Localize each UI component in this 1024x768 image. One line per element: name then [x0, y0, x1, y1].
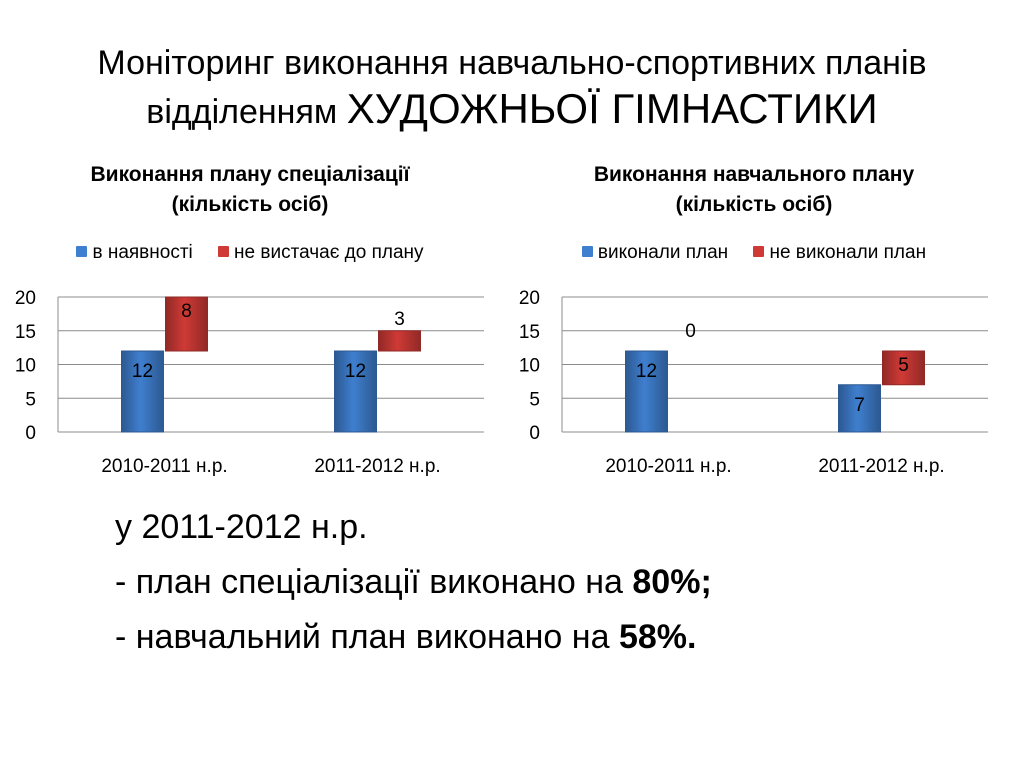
- slide-title: Моніторинг виконання навчально-спортивни…: [40, 40, 984, 135]
- x-tick-label: 2010-2011 н.р.: [605, 456, 731, 477]
- data-label: 12: [636, 361, 657, 382]
- legend-item-series-2: не виконали план: [753, 242, 926, 264]
- x-tick-label: 2011-2012 н.р.: [314, 456, 440, 477]
- legend-swatch-blue: [581, 246, 593, 257]
- summary-line2: - план спеціалізації виконано на 80%;: [115, 555, 975, 610]
- data-label: 7: [854, 395, 865, 416]
- bar: [378, 330, 421, 352]
- legend-item-series-1: виконали план: [581, 242, 729, 264]
- chart-title-line2: (кількість осіб): [171, 193, 329, 216]
- bar: [334, 350, 377, 433]
- legend-label: не виконали план: [769, 242, 927, 263]
- y-tick-label: 15: [15, 322, 36, 343]
- chart-plot: 0 5 10 15 20 2010-2011 н.р. 12 8 2011-2012 н.р. 1…: [15, 288, 484, 477]
- slide-title-line1: Моніторинг виконання навчально-спортивни…: [97, 44, 927, 82]
- slide-title-line2: відділенням ХУДОЖНЬОЇ ГІМНАСТИКИ: [40, 86, 984, 135]
- chart-curriculum: Виконання навчального плану (кількість о…: [504, 155, 1004, 485]
- chart-plot: 0 5 10 15 20 2010-2011 н.р. 12 0 2011-2012 н.р. 7…: [519, 288, 988, 477]
- data-label: 12: [132, 361, 153, 382]
- chart-legend: в наявності не вистачає до плану: [0, 242, 500, 264]
- legend-swatch-red: [218, 246, 230, 257]
- summary-line2-text: - план спеціалізації виконано на: [115, 563, 633, 601]
- slide-title-prefix: відділенням: [146, 93, 338, 131]
- summary-line3: - навчальний план виконано на 58%.: [115, 610, 975, 665]
- bar: [625, 350, 668, 433]
- summary-line3-text: - навчальний план виконано на: [115, 618, 619, 656]
- y-tick-label: 20: [15, 288, 36, 309]
- legend-swatch-blue: [76, 246, 88, 257]
- summary-line3-value: 58%.: [618, 618, 697, 656]
- chart-title-line1: Виконання плану спеціалізації: [90, 163, 410, 186]
- bar: [882, 350, 925, 386]
- y-tick-label: 5: [529, 389, 540, 410]
- summary-line1: у 2011-2012 н.р.: [115, 508, 368, 546]
- y-tick-label: 15: [519, 322, 540, 343]
- chart-title-line1: Виконання навчального плану: [593, 163, 915, 186]
- data-label: 12: [345, 361, 366, 382]
- summary-line2-value: 80%;: [632, 563, 712, 601]
- summary-block: у 2011-2012 н.р. - план спеціалізації ви…: [115, 500, 975, 665]
- y-tick-label: 10: [15, 356, 36, 377]
- legend-label: виконали план: [597, 242, 729, 263]
- legend-item-series-2: не вистачає до плану: [218, 242, 424, 264]
- y-tick-label: 5: [25, 389, 36, 410]
- bar: [838, 384, 881, 433]
- bar: [121, 350, 164, 433]
- legend-label: в наявності: [92, 242, 193, 263]
- slide-title-emphasis: ХУДОЖНЬОЇ ГІМНАСТИКИ: [346, 85, 878, 132]
- chart-title-line2: (кількість осіб): [675, 193, 833, 216]
- y-tick-label: 20: [519, 288, 540, 309]
- data-label: 5: [898, 355, 909, 376]
- chart-legend: виконали план не виконали план: [504, 242, 1004, 264]
- x-tick-label: 2010-2011 н.р.: [101, 456, 227, 477]
- x-tick-label: 2011-2012 н.р.: [818, 456, 944, 477]
- chart-specialization: Виконання плану спеціалізації (кількість…: [0, 155, 500, 485]
- legend-item-series-1: в наявності: [76, 242, 193, 264]
- chart-title: Виконання навчального плану (кількість о…: [504, 160, 1004, 220]
- legend-label: не вистачає до плану: [234, 242, 424, 263]
- data-label: 8: [181, 301, 192, 322]
- y-tick-label: 10: [519, 356, 540, 377]
- bar: [165, 296, 208, 352]
- chart-title: Виконання плану спеціалізації (кількість…: [0, 160, 500, 220]
- data-label: 3: [394, 309, 405, 330]
- legend-swatch-red: [753, 246, 765, 257]
- y-tick-label: 0: [529, 423, 540, 444]
- data-label: 0: [685, 321, 696, 342]
- y-tick-label: 0: [25, 423, 36, 444]
